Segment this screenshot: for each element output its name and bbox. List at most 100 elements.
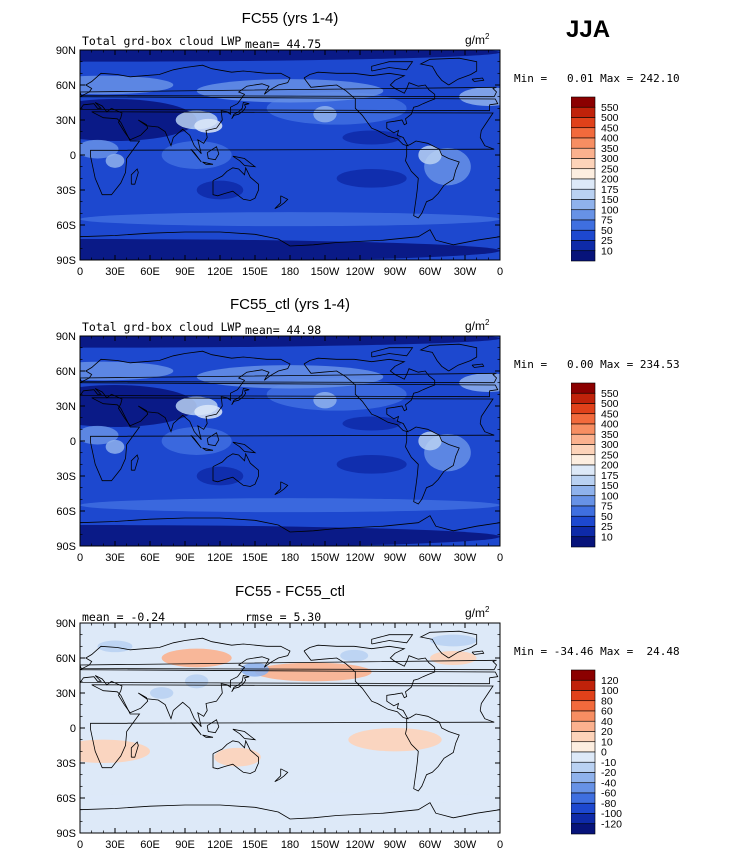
colorbar-swatch <box>571 526 596 538</box>
colorbar-label: 500 <box>601 112 619 124</box>
colorbar-swatch <box>571 106 596 118</box>
lon-tick-label: 150E <box>242 266 268 278</box>
colorbar-label: -20 <box>601 767 616 779</box>
min-max-stats: Min = 0.01 Max = 242.10 <box>514 72 680 85</box>
colorbar-swatch <box>571 495 596 507</box>
colorbar-swatch <box>571 792 596 804</box>
lon-tick-label: 120W <box>346 839 375 851</box>
lon-tick-label: 120E <box>207 839 233 851</box>
lon-tick-label: 180 <box>281 552 299 564</box>
colorbar-swatch <box>571 772 596 784</box>
lon-tick-label: 90E <box>175 552 195 564</box>
lon-tick-label: 60W <box>419 839 442 851</box>
colorbar-label: 50 <box>601 225 613 237</box>
colorbar-label: 100 <box>601 685 619 697</box>
colorbar-swatch <box>571 802 596 814</box>
colorbar-swatch <box>571 147 596 159</box>
colorbar-label: 40 <box>601 716 613 728</box>
colorbar-swatch <box>571 751 596 763</box>
colorbar-label: -100 <box>601 808 622 820</box>
lon-tick-label: 150W <box>311 266 340 278</box>
lon-tick-label: 0 <box>497 839 503 851</box>
lat-tick-label: 60S <box>56 506 76 518</box>
colorbar-label: 175 <box>601 470 619 482</box>
colorbar-swatch <box>571 710 596 722</box>
colorbar-label: 150 <box>601 480 619 492</box>
lat-tick-label: 60S <box>56 220 76 232</box>
panel-title: FC55 - FC55_ctl <box>234 583 346 600</box>
colorbar-swatch <box>571 96 596 108</box>
colorbar-swatch <box>571 679 596 691</box>
colorbar-label: 175 <box>601 184 619 196</box>
colorbar-label: 10 <box>601 245 613 257</box>
panel-1: FC55 (yrs 1-4) Total grd-box cloud LWP m… <box>0 10 733 290</box>
colorbar-label: 25 <box>601 521 613 533</box>
colorbar-label: 400 <box>601 133 619 145</box>
colorbar-label: 0 <box>601 747 607 759</box>
colorbar-swatch <box>571 403 596 415</box>
colorbar-label: 400 <box>601 419 619 431</box>
colorbar-label: 500 <box>601 398 619 410</box>
lon-tick-label: 0 <box>497 266 503 278</box>
colorbar-label: 300 <box>601 153 619 165</box>
panel-subtitle-left: Total grd-box cloud LWP <box>82 34 242 48</box>
colorbar-label: 60 <box>601 706 613 718</box>
colorbar-swatch <box>571 188 596 200</box>
colorbar-swatch <box>571 700 596 712</box>
colorbar-swatch <box>571 454 596 466</box>
lat-tick-label: 30S <box>56 471 76 483</box>
units-label: g/m2 <box>465 318 490 333</box>
lon-tick-label: 0 <box>497 552 503 564</box>
lat-tick-label: 90S <box>56 828 76 840</box>
colorbar-swatch <box>571 741 596 753</box>
lon-tick-label: 60W <box>419 552 442 564</box>
lat-tick-label: 60N <box>56 80 76 92</box>
lat-tick-label: 30N <box>56 115 76 127</box>
colorbar-swatch <box>571 199 596 211</box>
season-label: JJA <box>566 16 611 43</box>
colorbar-swatch <box>571 464 596 476</box>
lat-tick-label: 0 <box>70 723 76 735</box>
colorbar-label: 550 <box>601 388 619 400</box>
colorbar-swatch <box>571 444 596 456</box>
colorbar-label: 20 <box>601 726 613 738</box>
lon-tick-label: 60E <box>140 552 160 564</box>
colorbar-label: -10 <box>601 757 616 769</box>
colorbar-swatch <box>571 423 596 435</box>
colorbar-label: -120 <box>601 818 622 830</box>
colorbar-label: 100 <box>601 490 619 502</box>
panel-subtitle-mid: mean= 44.98 <box>245 323 322 337</box>
lon-tick-label: 30W <box>454 839 477 851</box>
lon-tick-label: 120E <box>207 552 233 564</box>
colorbar-swatch <box>571 392 596 404</box>
colorbar-label: 450 <box>601 408 619 420</box>
units-label: g/m2 <box>465 32 490 47</box>
colorbar-label: 250 <box>601 163 619 175</box>
colorbar-swatch <box>571 219 596 231</box>
lon-tick-label: 0 <box>77 552 83 564</box>
lat-tick-label: 90N <box>56 618 76 630</box>
min-max-stats: Min = 0.00 Max = 234.53 <box>514 358 680 371</box>
lon-tick-label: 30E <box>105 552 125 564</box>
colorbar-label: 350 <box>601 429 619 441</box>
colorbar-label: 100 <box>601 204 619 216</box>
lat-tick-label: 0 <box>70 150 76 162</box>
colorbar-swatch <box>571 669 596 681</box>
colorbar-swatch <box>571 178 596 190</box>
panel-3: FC55 - FC55_ctl mean = -0.24 rmse = 5.30… <box>0 583 733 865</box>
lon-tick-label: 90W <box>384 552 407 564</box>
colorbar-label: -80 <box>601 798 616 810</box>
colorbar-label: 150 <box>601 194 619 206</box>
lon-tick-label: 60E <box>140 839 160 851</box>
lon-tick-label: 30W <box>454 266 477 278</box>
colorbar-swatch <box>571 690 596 702</box>
colorbar-swatch <box>571 761 596 773</box>
colorbar-swatch <box>571 127 596 139</box>
lat-tick-label: 60S <box>56 793 76 805</box>
colorbar-label: 450 <box>601 122 619 134</box>
colorbar-label: 10 <box>601 736 613 748</box>
colorbar-label: 300 <box>601 439 619 451</box>
colorbar-swatch <box>571 782 596 794</box>
colorbar-swatch <box>571 168 596 180</box>
